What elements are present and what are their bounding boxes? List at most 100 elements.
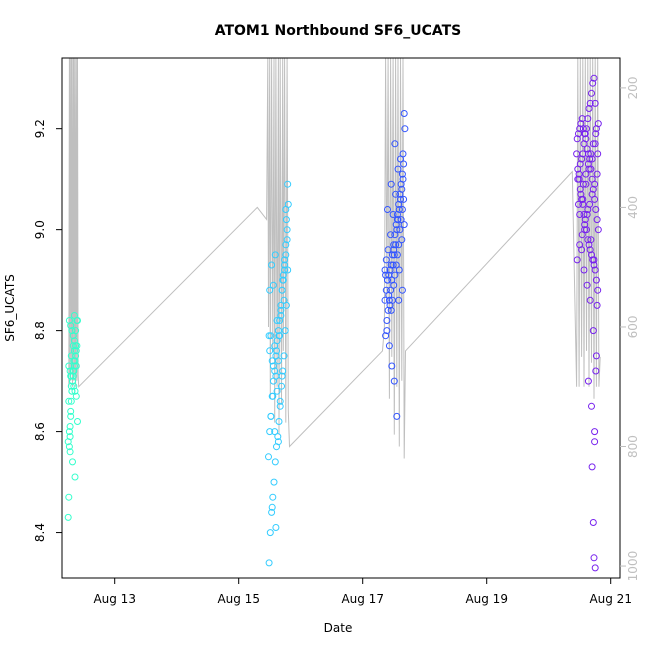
points-layer	[64, 74, 602, 572]
data-point	[265, 453, 272, 461]
data-point	[590, 261, 598, 269]
data-point	[382, 256, 390, 264]
data-point	[589, 519, 597, 526]
data-point	[278, 372, 286, 380]
data-point	[590, 554, 598, 562]
data-point	[271, 367, 279, 375]
pressure-trace-line	[68, 57, 601, 459]
data-point	[575, 200, 582, 208]
data-point	[586, 246, 594, 254]
data-point	[266, 286, 274, 294]
data-point	[576, 185, 584, 193]
data-point	[591, 266, 599, 274]
data-point	[587, 236, 595, 244]
y-tick-label: 8.4	[33, 523, 47, 542]
data-point	[385, 342, 393, 350]
data-point	[383, 327, 391, 335]
series-4	[573, 74, 602, 572]
data-point	[583, 211, 591, 218]
y-axis-right: 200 400 600 800 1000	[620, 76, 640, 581]
chart-title: ATOM1 Northbound SF6_UCATS	[215, 23, 462, 39]
data-point	[580, 266, 588, 274]
data-point	[594, 120, 602, 128]
data-point	[590, 74, 598, 82]
data-point	[395, 296, 403, 304]
data-point	[280, 296, 288, 304]
data-point	[580, 140, 588, 148]
data-point	[271, 251, 279, 259]
data-point	[269, 392, 277, 400]
data-point	[267, 412, 275, 420]
data-point	[387, 306, 395, 314]
data-point	[390, 246, 398, 254]
series-3	[381, 110, 409, 420]
data-point	[390, 377, 398, 385]
data-point	[274, 357, 282, 365]
data-point	[384, 206, 391, 213]
data-point	[586, 99, 594, 107]
data-point	[65, 443, 73, 451]
data-point	[591, 140, 599, 148]
plot-frame	[61, 57, 621, 579]
data-point	[382, 332, 390, 340]
data-point	[581, 130, 589, 138]
data-point	[398, 206, 406, 213]
data-point	[395, 241, 403, 249]
data-point	[70, 312, 78, 319]
data-point	[588, 155, 596, 163]
data-point	[282, 216, 290, 224]
data-point	[278, 286, 286, 294]
data-point	[67, 412, 75, 420]
data-point	[266, 428, 274, 436]
data-point	[591, 99, 599, 107]
data-point	[280, 352, 288, 360]
data-point	[283, 226, 291, 234]
data-point	[278, 382, 285, 390]
data-point	[386, 266, 394, 274]
data-point	[390, 251, 398, 259]
data-point	[401, 125, 409, 133]
data-point	[69, 342, 77, 350]
data-point	[579, 180, 587, 188]
data-point	[72, 362, 80, 370]
data-point	[273, 387, 281, 395]
data-point	[391, 271, 399, 279]
data-point	[387, 261, 395, 269]
pressure-trace-layer	[68, 57, 601, 459]
data-point	[71, 387, 79, 395]
data-point	[584, 115, 592, 123]
data-point	[269, 362, 277, 370]
data-point	[279, 276, 287, 284]
data-point	[580, 211, 588, 218]
right-tick-label: 400	[626, 196, 640, 219]
data-point	[393, 412, 401, 420]
data-point	[389, 261, 397, 269]
data-point	[67, 407, 75, 415]
data-point	[68, 327, 76, 335]
data-point	[575, 170, 583, 178]
data-point	[594, 286, 602, 294]
data-point	[389, 211, 397, 218]
y-tick-label: 9.0	[33, 220, 47, 239]
data-point	[592, 276, 600, 284]
data-point	[270, 478, 278, 486]
data-point	[66, 448, 74, 456]
data-point	[69, 372, 77, 380]
x-tick-label: Aug 13	[93, 592, 136, 606]
data-point	[393, 251, 401, 259]
data-point	[392, 190, 400, 198]
data-point	[579, 150, 587, 158]
data-point	[381, 296, 389, 304]
data-point	[398, 170, 406, 178]
data-point	[268, 261, 276, 269]
data-point	[582, 180, 590, 188]
data-point	[281, 261, 289, 269]
data-point	[64, 513, 72, 521]
data-point	[74, 418, 81, 425]
data-point	[279, 367, 287, 375]
data-point	[394, 165, 402, 173]
data-point	[284, 180, 292, 188]
data-point	[66, 423, 74, 430]
data-point	[383, 317, 391, 324]
data-point	[268, 503, 276, 511]
